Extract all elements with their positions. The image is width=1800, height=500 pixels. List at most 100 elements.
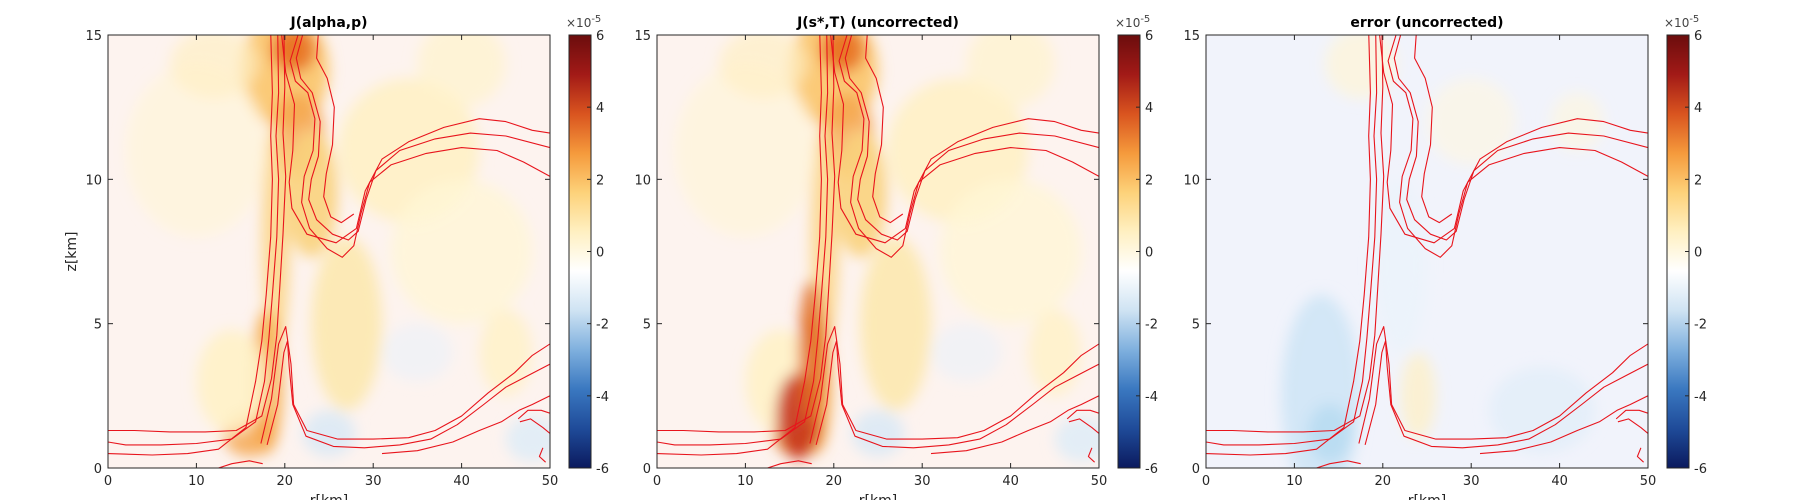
chart-title: J(s*,T) (uncorrected) xyxy=(796,15,959,31)
contour-line xyxy=(865,35,904,224)
heatmap-blob xyxy=(390,179,533,324)
contour-line xyxy=(1379,35,1648,244)
y-tick-label: 15 xyxy=(85,29,102,44)
contour-line xyxy=(266,340,550,449)
y-tick-label: 10 xyxy=(634,173,651,188)
contour-line xyxy=(1068,418,1099,434)
contour-line xyxy=(1617,418,1648,434)
contour-line xyxy=(316,35,355,224)
contour-line xyxy=(1615,409,1648,420)
colorbar-tick-label: -6 xyxy=(1145,462,1158,477)
colorbar-tick-label: -2 xyxy=(1145,318,1158,333)
heatmap-blob xyxy=(1373,179,1427,353)
heatmap-blob xyxy=(931,323,1002,382)
y-tick-label: 10 xyxy=(85,173,102,188)
axes-box xyxy=(107,34,551,469)
contour-line xyxy=(657,35,836,433)
x-tick-label: 10 xyxy=(188,474,205,489)
colorbar-tick-label: 2 xyxy=(1145,173,1153,188)
heatmap-blob xyxy=(125,63,268,238)
colorbar-tick-label: 4 xyxy=(596,101,604,116)
heatmap-blob xyxy=(1307,404,1352,463)
x-tick-label: 20 xyxy=(277,474,294,489)
contour-line xyxy=(809,326,1099,444)
heatmap-blob xyxy=(311,237,383,411)
colorbar-tick-label: -4 xyxy=(1694,390,1707,405)
heatmap-blob xyxy=(479,309,533,396)
heatmap-blob xyxy=(1028,309,1082,396)
contour-lines xyxy=(657,35,1099,468)
x-tick-label: 50 xyxy=(1640,474,1657,489)
x-tick-label: 10 xyxy=(1286,474,1303,489)
contour-line xyxy=(1479,395,1648,455)
contour-line xyxy=(1316,460,1361,468)
heatmap-blob xyxy=(302,410,356,457)
contour-line xyxy=(1387,35,1648,258)
contour-line xyxy=(1358,326,1648,444)
heatmap-blob xyxy=(1550,92,1604,151)
heatmap-blob xyxy=(1488,366,1595,454)
chart-panel-1: 01020304050051015J(alpha,p)r[km]z[km]-6-… xyxy=(64,14,609,500)
heatmap-blob xyxy=(833,130,887,258)
contour-line xyxy=(517,409,550,420)
contour-line xyxy=(260,326,550,444)
colorbar-tick-label: 6 xyxy=(1694,29,1702,44)
x-tick-label: 30 xyxy=(914,474,931,489)
y-tick-label: 5 xyxy=(643,318,651,333)
x-tick-label: 40 xyxy=(453,474,470,489)
contour-line xyxy=(1206,35,1378,446)
contour-line xyxy=(381,395,550,455)
contour-line xyxy=(657,35,829,446)
y-tick-label: 0 xyxy=(94,462,102,477)
contour-line xyxy=(767,460,812,468)
heatmap-blob xyxy=(860,237,932,411)
contour-line xyxy=(1087,447,1095,463)
heatmap-blob xyxy=(284,130,338,258)
contour-line xyxy=(830,35,1099,244)
heatmap-blob xyxy=(1427,78,1516,165)
x-axis-label: r[km] xyxy=(310,493,348,500)
contour-line xyxy=(295,35,550,241)
heatmap-field xyxy=(1281,35,1604,468)
y-tick-label: 5 xyxy=(94,318,102,333)
contour-line xyxy=(1206,35,1385,433)
axes-box xyxy=(656,34,1100,469)
x-axis-label: r[km] xyxy=(1408,493,1446,500)
contour-line xyxy=(1636,447,1644,463)
heatmap-blob xyxy=(382,323,453,382)
axes-box xyxy=(1205,34,1649,469)
contour-line xyxy=(1206,35,1371,456)
x-tick-label: 10 xyxy=(737,474,754,489)
colorbar-tick-label: 0 xyxy=(596,246,604,261)
colorbar-tick-label: 2 xyxy=(596,173,604,188)
contour-lines xyxy=(1206,35,1648,468)
contour-line xyxy=(844,35,1099,241)
chart-title: J(alpha,p) xyxy=(289,15,367,31)
colorbar-tick-label: -2 xyxy=(596,318,609,333)
heatmap-blob xyxy=(261,121,291,353)
colorbar-exponent: ×10-5 xyxy=(566,14,601,30)
contour-line xyxy=(1364,340,1648,449)
contour-line xyxy=(838,35,1099,258)
colorbar-tick-label: 4 xyxy=(1694,101,1702,116)
contour-line xyxy=(1414,35,1453,224)
contour-line xyxy=(1066,409,1099,420)
contour-line xyxy=(289,35,550,258)
colorbar-tick-label: -6 xyxy=(596,462,609,477)
x-tick-label: 30 xyxy=(1463,474,1480,489)
y-tick-label: 15 xyxy=(1183,29,1200,44)
heatmap-blob xyxy=(1325,35,1397,99)
contour-line xyxy=(538,447,546,463)
heatmap-blob xyxy=(196,329,268,434)
contour-line xyxy=(108,35,280,446)
heatmap-blob xyxy=(718,35,808,99)
contour-line xyxy=(519,418,550,434)
colorbar-exponent: ×10-5 xyxy=(1115,14,1150,30)
colorbar-tick-label: 6 xyxy=(596,29,604,44)
x-tick-label: 30 xyxy=(365,474,382,489)
contour-line xyxy=(108,35,273,456)
heatmap-blob xyxy=(1054,416,1099,463)
colorbar-tick-label: -4 xyxy=(1145,390,1158,405)
